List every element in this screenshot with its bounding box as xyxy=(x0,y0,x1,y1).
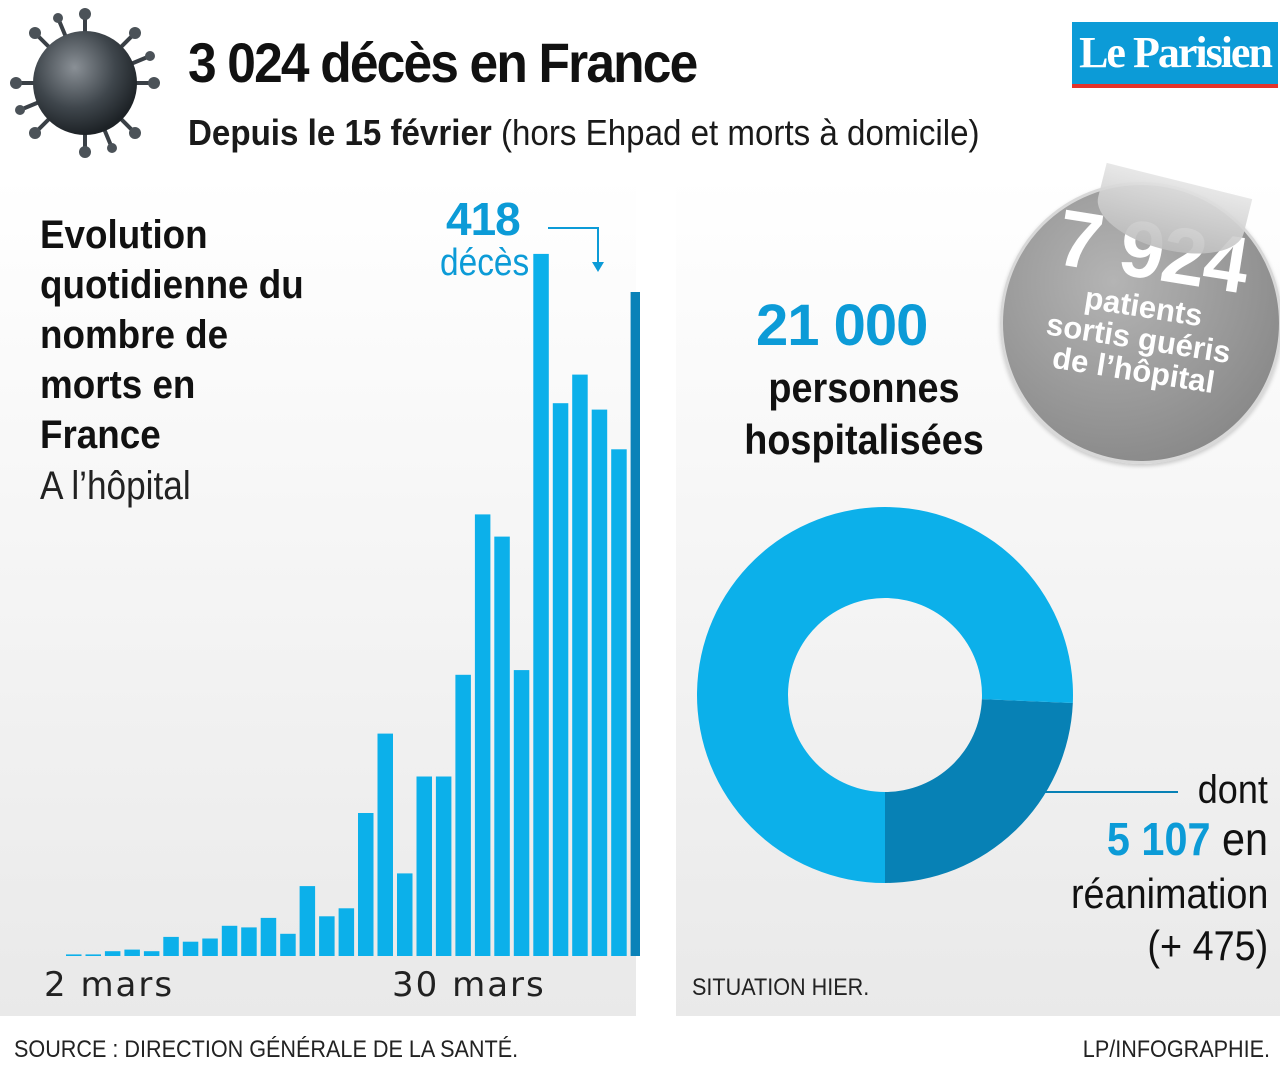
peak-callout-arrowhead xyxy=(592,262,604,272)
hospitalized-label: personnes hospitalisées xyxy=(744,364,984,463)
bar-10-mars xyxy=(221,925,238,956)
bar-3-mars xyxy=(85,954,101,956)
reanimation-value: 5 107 xyxy=(1106,813,1211,865)
bar-18-mars xyxy=(377,733,393,956)
bar-2-mars xyxy=(66,954,82,956)
bar-12-mars xyxy=(260,917,277,956)
bar-5-mars xyxy=(124,949,140,956)
bar-13-mars xyxy=(280,933,296,956)
x-tick-label: 30 mars xyxy=(392,965,546,1005)
peak-callout-arrow xyxy=(548,227,599,266)
donut-slice-en-réanimation xyxy=(885,699,1073,883)
bar-23-mars xyxy=(474,514,491,956)
deaths-panel xyxy=(0,176,636,1016)
page-title: 3 024 décès en France xyxy=(188,31,698,94)
bar-25-mars xyxy=(513,670,530,956)
virus-icon xyxy=(10,8,160,158)
daily-deaths-bar-chart: 2 mars 30 mars xyxy=(44,227,640,1005)
bar-14-mars xyxy=(299,886,316,956)
bar-22-mars xyxy=(455,674,471,956)
infographic-credit: LP/INFOGRAPHIE. xyxy=(1082,1036,1270,1063)
bar-9-mars xyxy=(202,938,218,956)
bar-19-mars xyxy=(397,873,413,956)
source-credit: SOURCE : DIRECTION GÉNÉRALE DE LA SANTÉ. xyxy=(14,1036,519,1063)
bar-8-mars xyxy=(182,941,199,956)
x-tick-label: 2 mars xyxy=(44,965,174,1005)
reanimation-prefix: dont xyxy=(1197,768,1268,812)
le-parisien-logo: Le Parisien xyxy=(1072,22,1278,88)
reanimation-change: (+ 475) xyxy=(1147,922,1268,969)
bar-11-mars xyxy=(241,927,257,956)
bar-4-mars xyxy=(104,951,121,956)
subtitle-note: (hors Ehpad et morts à domicile) xyxy=(500,112,980,153)
page-subtitle: Depuis le 15 février (hors Ehpad et mort… xyxy=(188,112,980,154)
bar-16-mars xyxy=(338,908,355,956)
situation-note: SITUATION HIER. xyxy=(692,974,870,1001)
hospitalized-donut-chart xyxy=(697,507,1178,883)
bar-26-mars xyxy=(533,253,549,956)
bar-28-mars xyxy=(572,374,588,957)
hospitalized-value: 21 000 xyxy=(756,293,928,358)
bar-30-mars xyxy=(611,449,627,956)
bar-17-mars xyxy=(358,813,374,956)
chart-title: Evolution quotidienne du nombre de morts… xyxy=(40,213,304,457)
reanimation-label: réanimation xyxy=(1070,870,1268,917)
bar-15-mars xyxy=(319,916,335,956)
bar-24-mars xyxy=(494,536,510,956)
bar-7-mars xyxy=(163,936,179,956)
bar-31-mars xyxy=(630,292,640,956)
bar-6-mars xyxy=(143,951,160,956)
reanimation-count: 5 107 en xyxy=(1107,812,1268,866)
bar-21-mars xyxy=(435,776,452,956)
bar-27-mars xyxy=(552,403,569,956)
donut-slice-personnes-hospitalisées xyxy=(697,507,1073,883)
subtitle-date: Depuis le 15 février xyxy=(188,112,492,153)
peak-value-label: 418 xyxy=(446,193,521,245)
chart-subtitle: A l’hôpital xyxy=(40,464,191,508)
reanimation-suffix: en xyxy=(1221,813,1268,865)
bar-20-mars xyxy=(416,776,432,956)
bar-29-mars xyxy=(591,409,608,957)
peak-unit-label: décès xyxy=(440,242,530,284)
